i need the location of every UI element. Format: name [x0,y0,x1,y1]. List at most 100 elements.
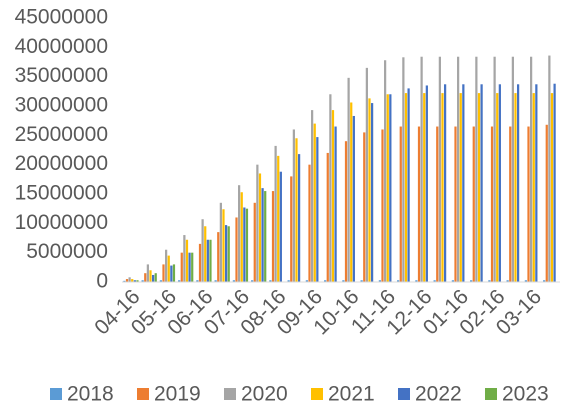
bar [511,56,514,282]
bar [404,93,408,283]
bar [488,280,491,282]
bar [196,280,199,282]
bar [136,280,139,282]
bar [331,110,335,283]
legend-label: 2019 [154,383,201,406]
bar [305,280,309,282]
bar [222,209,225,282]
bar [245,208,249,282]
bar [185,239,189,282]
bar [462,84,465,282]
bar [470,280,473,282]
bar [543,280,546,282]
bar [151,274,155,282]
bar [206,239,209,282]
y-tick-label: 45000000 [15,6,108,29]
bar [514,93,517,283]
bar [334,126,337,283]
bar [477,93,481,283]
legend-label: 2023 [502,383,549,406]
bar [149,270,152,282]
legend-swatch [311,388,323,400]
bar [527,126,530,283]
y-tick-label: 5000000 [26,240,108,263]
bar [311,110,314,283]
y-tick-label: 25000000 [15,123,108,146]
bar [436,126,439,283]
bar [167,255,170,282]
legend-swatch [224,388,236,400]
bar [123,280,126,282]
bar [496,93,499,283]
y-tick-label: 15000000 [15,182,108,205]
bar [224,225,228,282]
bar [350,102,353,282]
bar [159,280,163,282]
bar [269,280,272,282]
legend-swatch [485,388,497,400]
bar [457,56,460,282]
bar [415,280,418,282]
bar [256,164,259,282]
bar [420,56,423,282]
bar [342,280,345,282]
bar [313,123,316,282]
bar [243,207,246,282]
bar [253,202,256,282]
bar [417,126,421,283]
bar [516,84,520,282]
bar [509,126,512,283]
bar [399,126,402,283]
bar [297,154,301,282]
bar [423,93,426,283]
bar [454,126,457,283]
bar [381,129,384,282]
bar [183,235,186,282]
legend-label: 2018 [67,383,114,406]
bar [441,93,444,283]
bar [188,252,191,282]
bar [550,93,554,283]
bar [292,129,295,282]
bar [316,137,319,282]
bar [178,280,181,282]
bar [141,280,144,282]
bar [363,132,366,282]
bar [165,249,168,282]
bar [360,280,363,282]
bar [238,185,241,282]
bar [329,94,332,283]
legend-swatch [398,388,410,400]
bar [128,277,131,282]
bar [352,115,355,283]
bar [535,84,538,282]
bar [146,264,149,282]
bar [506,280,509,282]
bar [279,171,282,282]
bar [378,280,382,282]
bar [368,98,371,282]
bar [425,85,428,282]
y-tick-label: 30000000 [15,94,108,117]
bar [201,219,204,282]
y-tick-label: 40000000 [15,35,108,58]
y-tick-label: 35000000 [15,64,108,87]
bar [308,164,311,282]
bar [530,56,533,282]
bar [131,279,134,282]
bar [287,280,290,282]
bar [162,264,165,282]
bar [251,280,254,282]
bar [172,264,176,282]
bar [370,103,374,282]
legend-swatch [50,388,62,400]
bar [217,232,220,282]
bar [451,280,455,282]
bar [472,126,475,283]
bar [258,173,262,282]
bar [227,226,230,282]
bar [553,83,556,282]
bar [170,265,173,282]
bar [232,280,236,282]
bar [490,126,494,283]
